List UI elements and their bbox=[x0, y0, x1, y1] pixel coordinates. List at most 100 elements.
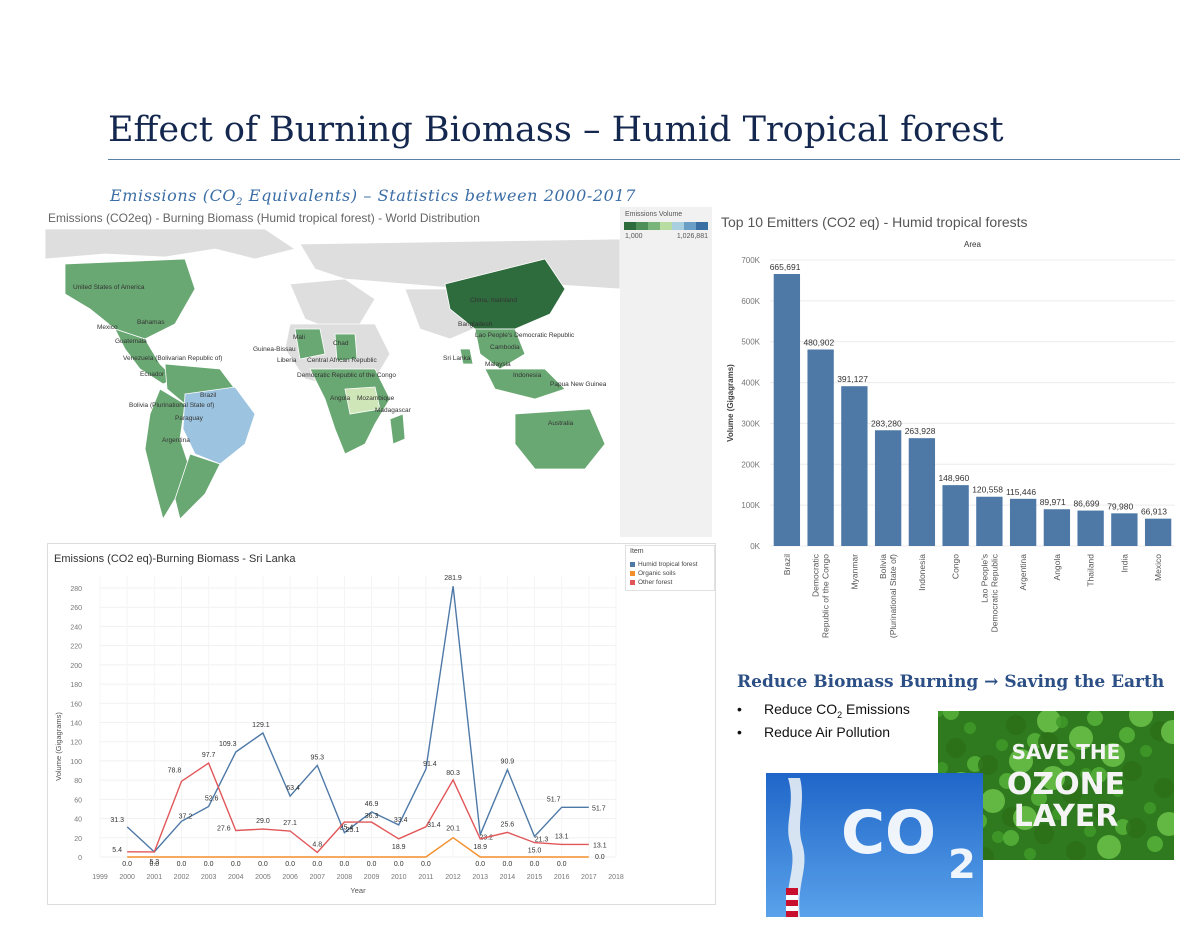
line-data-label: 0.0 bbox=[285, 861, 295, 868]
legend-item-humid[interactable]: Humid tropical forest bbox=[630, 561, 698, 568]
bar-category-text: (Plurinational State of) bbox=[888, 554, 898, 638]
line-x-tick-label: 2013 bbox=[472, 874, 488, 881]
map-country-label: Venezuela (Bolivarian Republic of) bbox=[123, 355, 222, 362]
bar-category-label: Angola bbox=[1052, 554, 1062, 581]
bar-category-label: Brazil bbox=[782, 554, 792, 575]
line-y-axis-title: Volume (Gigagrams) bbox=[54, 712, 63, 781]
southeast-asia-shape[interactable] bbox=[474, 328, 526, 370]
legend-swatch bbox=[630, 579, 635, 585]
line-data-label: 0.0 bbox=[475, 861, 485, 868]
sri-lanka-line-panel: Emissions (CO2 eq)-Burning Biomass - Sri… bbox=[47, 543, 716, 905]
line-data-label: 52.6 bbox=[205, 795, 219, 802]
ozone-line-1: SAVE THE bbox=[1012, 740, 1121, 764]
map-legend-max: 1,026,881 bbox=[676, 233, 708, 240]
line-data-label: 18.9 bbox=[473, 844, 487, 851]
bar[interactable] bbox=[1144, 518, 1172, 546]
line-data-label: 91.4 bbox=[423, 761, 437, 768]
line-x-tick-label: 2009 bbox=[364, 874, 380, 881]
bar-y-tick-label: 100K bbox=[741, 501, 760, 510]
brazil-shape[interactable] bbox=[182, 386, 256, 465]
bar[interactable] bbox=[908, 438, 936, 546]
china-shape[interactable] bbox=[444, 258, 566, 330]
line-legend: Item Humid tropical forest Organic soils… bbox=[625, 545, 715, 591]
madagascar-shape[interactable] bbox=[389, 413, 406, 445]
clover-leaf bbox=[1147, 836, 1163, 852]
indonesia-shape[interactable] bbox=[484, 368, 566, 400]
bullet-item: • Reduce Air Pollution bbox=[737, 724, 890, 740]
line-data-label: 25.6 bbox=[501, 821, 515, 828]
clover-leaf bbox=[1154, 778, 1174, 798]
title-divider bbox=[108, 159, 1180, 160]
line-y-tick-label: 240 bbox=[70, 624, 82, 631]
map-country-label: Bolivia (Plurinational State of) bbox=[129, 402, 214, 409]
line-data-label: 0.0 bbox=[177, 861, 187, 868]
line-data-label: 13.1 bbox=[555, 833, 569, 840]
bar[interactable] bbox=[942, 485, 969, 546]
line-data-label: 80.3 bbox=[446, 770, 460, 777]
smoke-plume bbox=[787, 778, 805, 917]
bar[interactable] bbox=[1111, 513, 1138, 546]
line-x-axis-title: Year bbox=[350, 886, 366, 895]
line-data-label: 31.4 bbox=[427, 822, 441, 829]
drc-shape[interactable] bbox=[344, 386, 381, 415]
chad-shape[interactable] bbox=[334, 333, 358, 362]
southern-cone-shape[interactable] bbox=[174, 453, 221, 520]
map-country-label: Madagascar bbox=[375, 407, 412, 414]
line-data-label: 5.3 bbox=[149, 859, 159, 866]
bar[interactable] bbox=[773, 274, 801, 546]
line-y-tick-label: 20 bbox=[74, 836, 82, 843]
line-x-tick-label: 2015 bbox=[527, 874, 543, 881]
reduce-title: Reduce Biomass Burning → Saving the Eart… bbox=[737, 672, 1165, 692]
bar-category-label: Indonesia bbox=[917, 554, 927, 591]
clover-leaf bbox=[981, 789, 1005, 813]
line-x-tick-label: 1999 bbox=[92, 874, 108, 881]
line-data-label: 0.0 bbox=[122, 861, 132, 868]
clover-leaf bbox=[1037, 711, 1061, 733]
line-x-tick-label: 2011 bbox=[418, 874, 433, 881]
line-series[interactable] bbox=[127, 762, 589, 854]
bar[interactable] bbox=[841, 386, 868, 546]
bullet-sub: 2 bbox=[837, 709, 843, 720]
bullet-dot: • bbox=[737, 701, 742, 717]
map-country-label: Indonesia bbox=[513, 372, 542, 379]
co2-sky: CO 2 bbox=[766, 773, 983, 917]
bar-category-text: Republic of the Congo bbox=[821, 554, 831, 638]
world-map[interactable]: United States of America Mexico Bahamas Gua… bbox=[45, 229, 620, 537]
legend-item-other[interactable]: Other forest bbox=[630, 579, 672, 586]
bar-category-text: Democratic Republic bbox=[989, 553, 999, 632]
map-country-label: Lao People's Democratic Republic bbox=[475, 332, 575, 339]
clover-leaf bbox=[1013, 806, 1037, 830]
line-series[interactable] bbox=[127, 836, 589, 858]
map-country-label: Liberia bbox=[277, 357, 297, 364]
bar-category-label: Myanmar bbox=[849, 554, 859, 590]
bar-value-label: 120,558 bbox=[972, 485, 1003, 495]
bar-category-text: Bolivia bbox=[878, 554, 888, 579]
line-data-label: 129.1 bbox=[252, 722, 270, 729]
sri-lanka-line-chart[interactable]: 0 20 40 60 80 100 120 140 160 180 200 220 240 260 280 1… bbox=[48, 568, 715, 904]
map-country-label: China, mainland bbox=[470, 297, 517, 304]
line-data-label: 95.3 bbox=[310, 754, 324, 761]
line-data-label: 25.1 bbox=[346, 827, 360, 834]
map-country-label: Ecuador bbox=[140, 371, 165, 378]
greenland-arctic-shape[interactable] bbox=[45, 229, 296, 260]
bar[interactable] bbox=[1077, 510, 1104, 546]
line-data-label: 0.0 bbox=[312, 861, 322, 868]
bar[interactable] bbox=[1043, 509, 1071, 546]
bar[interactable] bbox=[807, 349, 834, 546]
co2-chimney-image: CO 2 bbox=[766, 773, 983, 917]
sri-lanka-shape[interactable] bbox=[459, 348, 474, 365]
line-data-label: 0.0 bbox=[394, 861, 404, 868]
australia-shape[interactable] bbox=[514, 408, 606, 470]
bar[interactable] bbox=[1009, 498, 1037, 546]
line-x-tick-label: 2000 bbox=[119, 874, 135, 881]
line-data-label: 97.7 bbox=[202, 752, 216, 759]
legend-item-organic[interactable]: Organic soils bbox=[630, 570, 676, 577]
mali-shape[interactable] bbox=[294, 328, 326, 360]
top-emitters-bar-chart[interactable]: Area 0K 100K 200K 300K 400K 500K 600K 700K Volume… bbox=[715, 232, 1185, 652]
map-legend: Emissions Volume 1,000 1,026,881 bbox=[620, 207, 712, 537]
bar[interactable] bbox=[976, 496, 1003, 546]
line-x-tick-label: 2006 bbox=[282, 874, 298, 881]
bar[interactable] bbox=[874, 430, 902, 546]
clover-leaf bbox=[1052, 808, 1064, 820]
line-x-tick-label: 2004 bbox=[228, 874, 244, 881]
